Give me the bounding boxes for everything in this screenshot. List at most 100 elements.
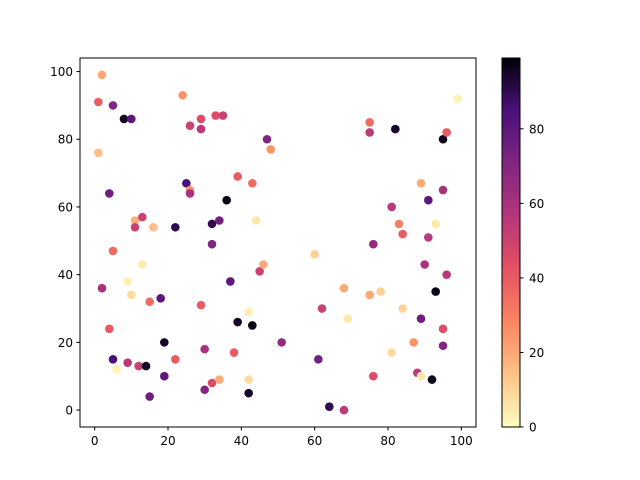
x-tick-label: 40 bbox=[234, 434, 249, 448]
data-point bbox=[185, 121, 195, 131]
data-point bbox=[251, 216, 261, 225]
data-point bbox=[398, 304, 407, 313]
y-tick-label: 40 bbox=[58, 268, 73, 282]
data-point bbox=[438, 341, 448, 351]
data-point bbox=[218, 111, 228, 120]
data-point bbox=[123, 358, 132, 367]
data-point bbox=[127, 114, 136, 124]
data-point bbox=[365, 118, 374, 127]
data-point bbox=[141, 361, 151, 371]
data-point bbox=[310, 250, 319, 259]
data-point bbox=[97, 70, 107, 80]
data-point bbox=[112, 365, 121, 374]
data-point bbox=[416, 371, 426, 381]
x-tick-label: 80 bbox=[380, 434, 395, 448]
data-point bbox=[244, 375, 253, 384]
x-tick-label: 20 bbox=[160, 434, 175, 448]
colorbar-tick-label: 60 bbox=[529, 197, 544, 211]
data-point bbox=[416, 178, 426, 188]
data-point bbox=[160, 338, 169, 347]
data-point bbox=[424, 233, 433, 242]
y-axis: 0 20 40 60 80 100 bbox=[50, 65, 80, 418]
data-point bbox=[123, 277, 132, 286]
data-point bbox=[138, 212, 147, 222]
data-point bbox=[97, 283, 107, 293]
data-point bbox=[244, 388, 253, 398]
data-point bbox=[207, 219, 217, 229]
data-point bbox=[431, 287, 440, 296]
y-tick-label: 0 bbox=[65, 404, 73, 418]
data-point bbox=[196, 114, 206, 124]
data-point bbox=[376, 287, 385, 296]
data-point bbox=[182, 178, 191, 188]
data-point bbox=[215, 375, 224, 384]
data-point bbox=[259, 260, 268, 269]
x-tick-label: 60 bbox=[307, 434, 322, 448]
data-point bbox=[229, 348, 239, 357]
data-point bbox=[171, 354, 180, 364]
colorbar-tick-label: 20 bbox=[529, 346, 544, 360]
data-point bbox=[248, 321, 257, 330]
data-point bbox=[119, 114, 129, 124]
x-tick-label: 0 bbox=[91, 434, 99, 448]
data-point bbox=[134, 361, 143, 371]
data-point bbox=[325, 402, 334, 411]
data-point bbox=[339, 283, 349, 293]
data-point bbox=[211, 111, 220, 120]
data-point bbox=[160, 371, 169, 381]
data-point bbox=[255, 266, 264, 276]
data-point bbox=[365, 128, 374, 137]
data-point bbox=[438, 185, 448, 195]
data-point bbox=[145, 297, 154, 307]
data-point bbox=[387, 202, 396, 212]
data-point bbox=[105, 324, 114, 334]
data-point bbox=[196, 300, 206, 310]
data-point bbox=[453, 94, 462, 103]
data-point bbox=[108, 246, 118, 256]
data-point bbox=[207, 239, 217, 249]
y-tick-label: 60 bbox=[58, 200, 73, 214]
data-point bbox=[108, 354, 118, 364]
data-point bbox=[442, 128, 451, 137]
data-point bbox=[391, 124, 400, 134]
data-point bbox=[442, 270, 451, 279]
colorbar-tick-label: 80 bbox=[529, 122, 544, 136]
data-point bbox=[266, 145, 275, 154]
y-tick-label: 20 bbox=[58, 336, 73, 350]
data-point bbox=[196, 124, 206, 134]
colorbar-tick-label: 0 bbox=[529, 421, 537, 435]
data-point bbox=[438, 134, 448, 144]
data-point bbox=[108, 101, 118, 110]
data-point bbox=[233, 317, 242, 327]
colorbar-tick-label: 40 bbox=[529, 271, 544, 285]
data-point bbox=[394, 219, 404, 229]
data-point bbox=[138, 260, 147, 269]
data-point bbox=[145, 392, 154, 401]
data-point bbox=[94, 97, 103, 107]
data-point bbox=[427, 375, 437, 384]
data-point bbox=[416, 314, 426, 323]
data-point bbox=[127, 290, 136, 300]
data-point bbox=[369, 239, 378, 249]
data-point bbox=[248, 178, 257, 188]
data-point bbox=[343, 314, 352, 323]
data-point bbox=[149, 222, 158, 232]
data-point bbox=[200, 385, 209, 395]
plot-frame bbox=[79, 57, 477, 428]
data-point bbox=[244, 307, 253, 317]
y-tick-label: 80 bbox=[58, 133, 73, 147]
data-point bbox=[94, 148, 103, 158]
data-point bbox=[178, 90, 187, 100]
data-point bbox=[207, 378, 217, 388]
data-point bbox=[398, 229, 407, 239]
data-point bbox=[438, 324, 448, 334]
data-point bbox=[409, 338, 418, 347]
data-point bbox=[314, 354, 323, 364]
data-point bbox=[156, 294, 165, 303]
data-point bbox=[226, 277, 235, 286]
data-point bbox=[424, 195, 433, 205]
data-point bbox=[277, 338, 286, 347]
data-points bbox=[94, 70, 462, 415]
data-point bbox=[262, 134, 272, 144]
